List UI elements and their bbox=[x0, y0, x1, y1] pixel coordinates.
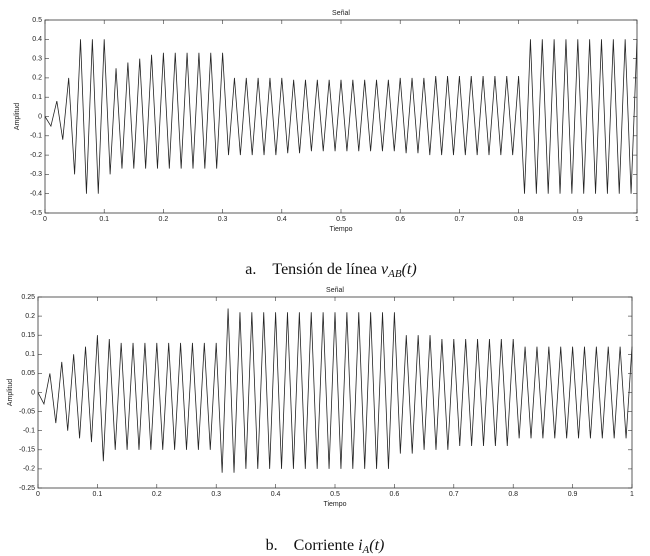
signal-line bbox=[37, 308, 633, 473]
caption-text: Tensión de línea bbox=[272, 261, 377, 278]
caption: b. Corriente iA(t) bbox=[266, 537, 385, 556]
y-tick-label: 0.2 bbox=[32, 75, 42, 82]
plot-frame bbox=[37, 296, 633, 489]
y-tick-label: -0.05 bbox=[19, 408, 35, 415]
y-tick-label: 0.1 bbox=[32, 94, 42, 101]
y-axis-label: Amplitud bbox=[7, 379, 14, 406]
x-tick-label: 0.7 bbox=[449, 491, 459, 498]
caption-symbol: i bbox=[358, 537, 362, 554]
y-tick-label: 0.05 bbox=[21, 370, 35, 377]
caption-symbol: v bbox=[381, 261, 389, 278]
x-tick-label: 0 bbox=[43, 216, 47, 223]
caption-label: a. bbox=[245, 261, 256, 278]
x-tick-label: 0.8 bbox=[514, 216, 524, 223]
chart-title: Señal bbox=[332, 10, 350, 17]
x-tick-label: 0.3 bbox=[218, 216, 228, 223]
y-tick-label: 0.3 bbox=[32, 55, 42, 62]
x-axis-label: Tiempo bbox=[329, 226, 352, 233]
caption-text: Corriente bbox=[294, 537, 354, 554]
y-tick-label: 0 bbox=[31, 389, 35, 396]
chart-title: Señal bbox=[326, 287, 344, 294]
y-tick-label: 0.2 bbox=[25, 313, 35, 320]
x-tick-label: 1 bbox=[630, 491, 634, 498]
y-tick-label: -0.2 bbox=[23, 466, 35, 473]
x-tick-label: 0.1 bbox=[99, 216, 109, 223]
y-tick-label: 0.25 bbox=[21, 294, 35, 301]
x-tick-label: 0.6 bbox=[395, 216, 405, 223]
caption-subscript: A bbox=[362, 544, 370, 556]
y-tick-label: -0.4 bbox=[30, 191, 42, 198]
x-tick-label: 1 bbox=[635, 216, 639, 223]
y-tick-label: -0.15 bbox=[19, 447, 35, 454]
x-tick-label: 0.6 bbox=[390, 491, 400, 498]
caption: a. Tensión de línea vAB(t) bbox=[245, 261, 416, 280]
caption-argument: (t) bbox=[402, 261, 417, 278]
x-tick-label: 0 bbox=[36, 491, 40, 498]
y-tick-label: -0.3 bbox=[30, 171, 42, 178]
x-tick-label: 0.5 bbox=[330, 491, 340, 498]
y-tick-label: 0.4 bbox=[32, 36, 42, 43]
y-axis-label: Amplitud bbox=[14, 103, 21, 130]
x-tick-label: 0.1 bbox=[93, 491, 103, 498]
x-axis-label: Tiempo bbox=[323, 501, 346, 508]
x-tick-label: 0.9 bbox=[573, 216, 583, 223]
x-tick-label: 0.4 bbox=[271, 491, 281, 498]
y-tick-label: -0.1 bbox=[30, 133, 42, 140]
x-tick-label: 0.4 bbox=[277, 216, 287, 223]
x-tick-label: 0.5 bbox=[336, 216, 346, 223]
y-tick-label: 0.15 bbox=[21, 332, 35, 339]
caption-subscript: AB bbox=[387, 268, 402, 280]
y-tick-label: -0.25 bbox=[19, 485, 35, 492]
x-tick-label: 0.9 bbox=[568, 491, 578, 498]
caption-argument: (t) bbox=[369, 537, 384, 554]
x-tick-label: 0.7 bbox=[455, 216, 465, 223]
x-tick-label: 0.2 bbox=[152, 491, 162, 498]
x-tick-label: 0.2 bbox=[159, 216, 169, 223]
y-tick-label: 0.1 bbox=[25, 351, 35, 358]
y-tick-label: -0.2 bbox=[30, 152, 42, 159]
y-tick-label: 0.5 bbox=[32, 17, 42, 24]
signal-line bbox=[44, 39, 638, 194]
x-tick-label: 0.3 bbox=[211, 491, 221, 498]
caption-label: b. bbox=[266, 537, 278, 554]
y-tick-label: -0.1 bbox=[23, 428, 35, 435]
y-tick-label: 0 bbox=[38, 113, 42, 120]
y-tick-label: -0.5 bbox=[30, 210, 42, 217]
x-tick-label: 0.8 bbox=[508, 491, 518, 498]
